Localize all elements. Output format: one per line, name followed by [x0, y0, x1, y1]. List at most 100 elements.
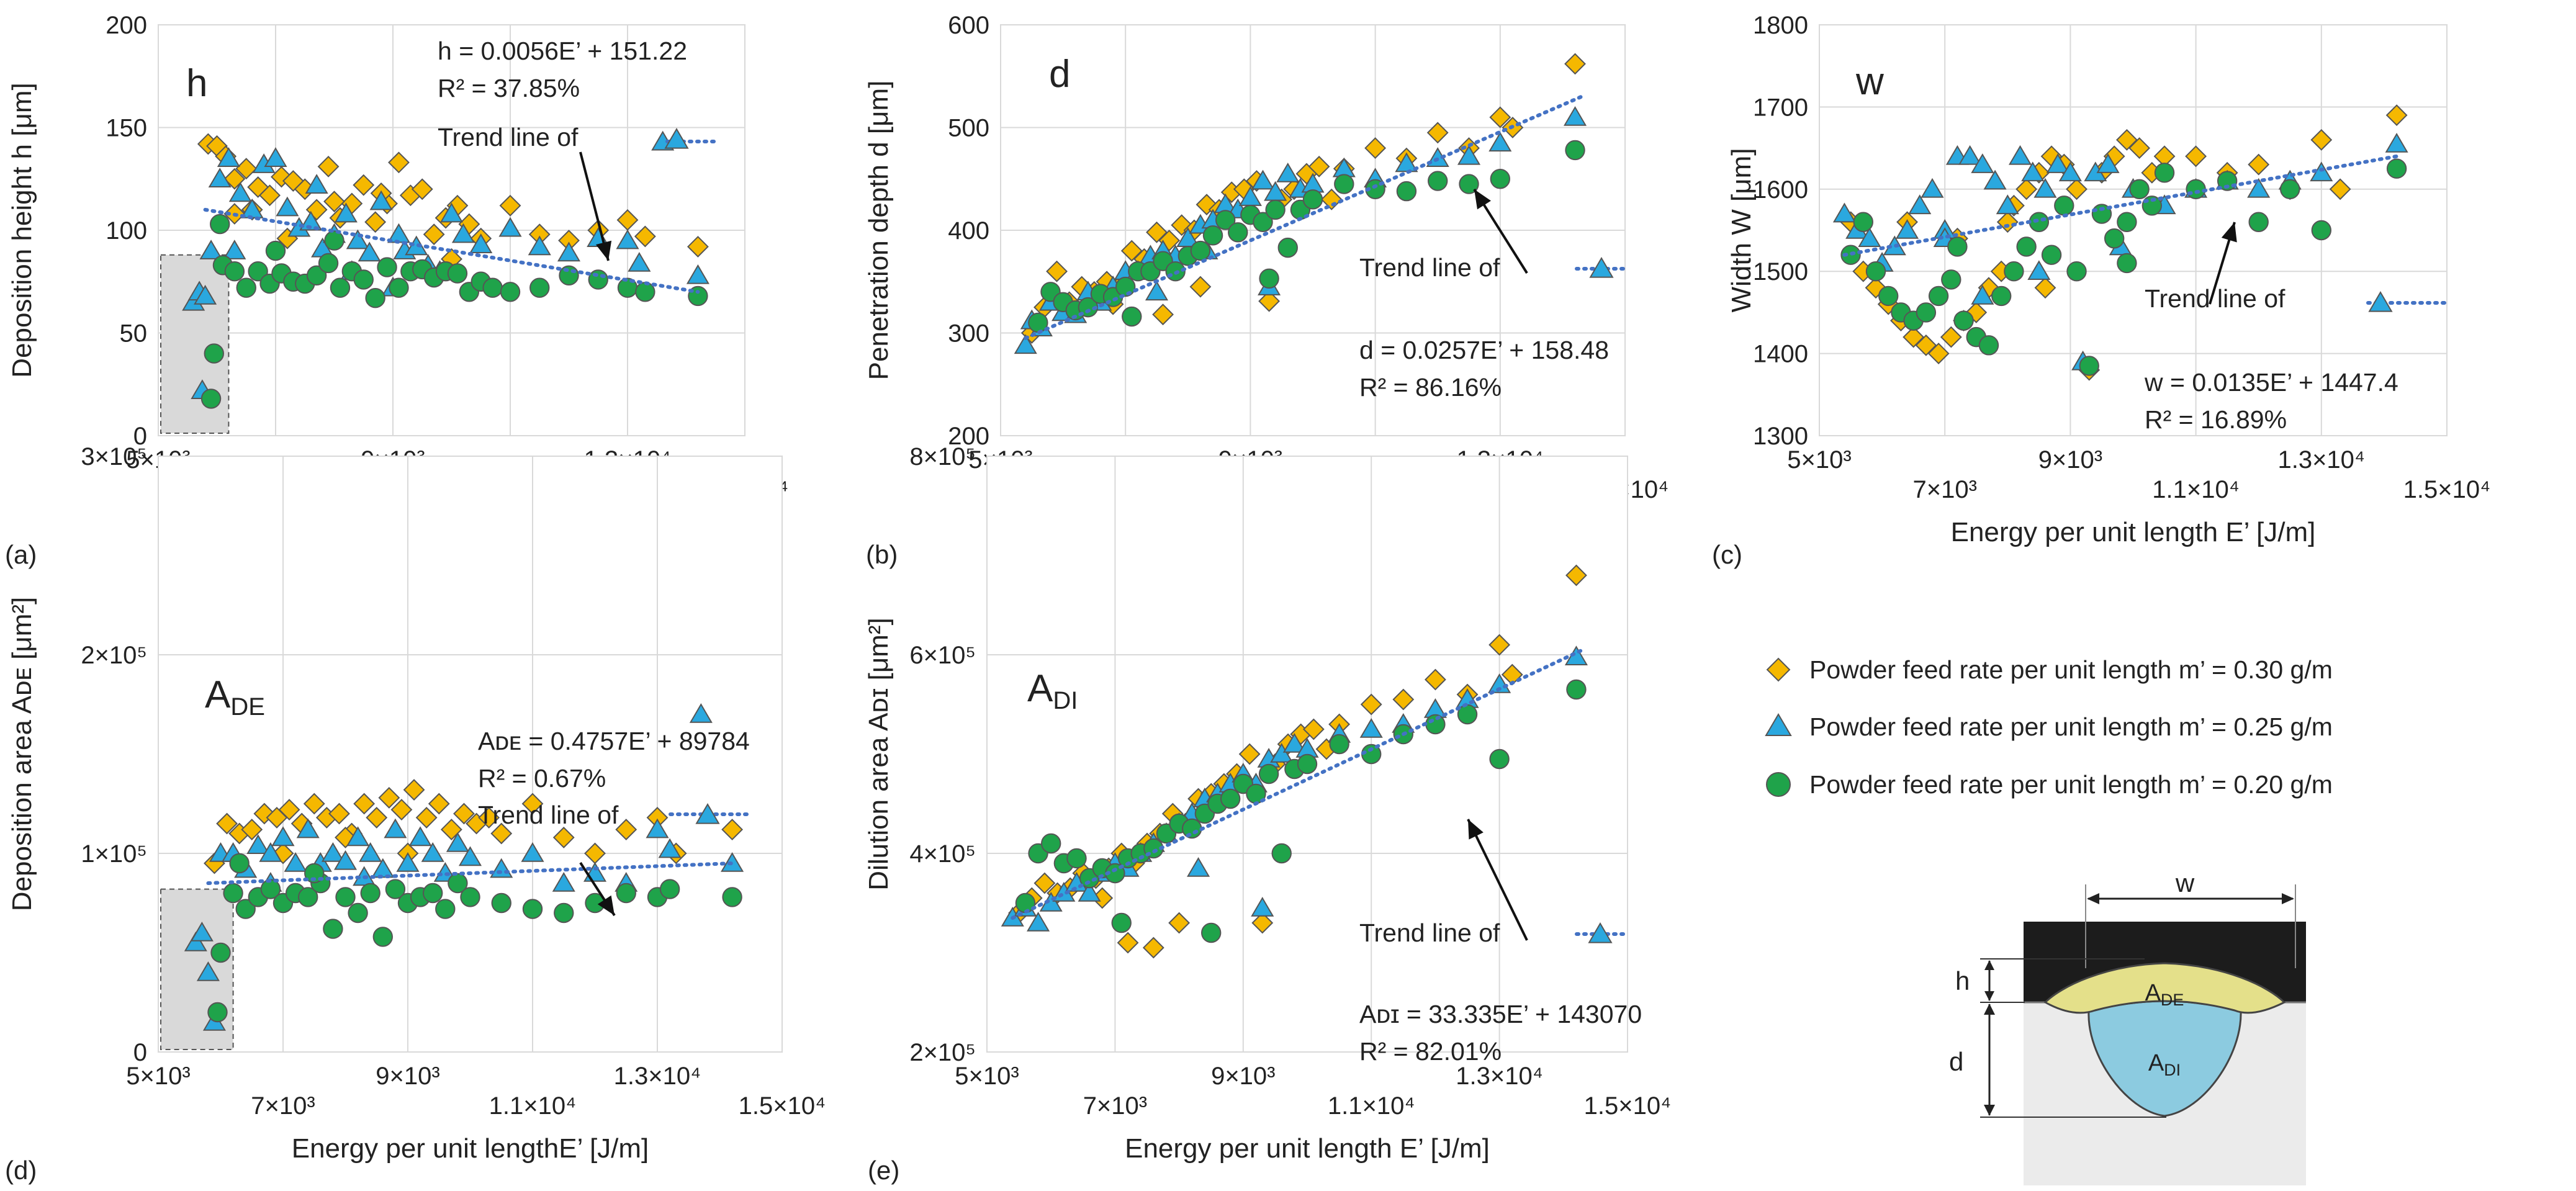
diamond-point	[323, 191, 345, 213]
panel-label: (d)	[5, 1156, 37, 1185]
x-tick-label: 7×10³	[1912, 476, 1976, 503]
arrowhead-icon	[597, 895, 615, 915]
circle-point	[360, 883, 381, 904]
chart-title-main: h	[186, 62, 207, 105]
circle-point	[200, 389, 222, 409]
circle-point	[2016, 236, 2037, 257]
h-arrowhead-bottom-icon	[1984, 991, 1994, 1001]
y-tick-label: 300	[948, 320, 989, 348]
y-tick-label: 500	[948, 115, 989, 142]
trend-label: Trend line of	[438, 123, 579, 151]
triangle-point	[196, 961, 220, 981]
triangle-point	[446, 832, 469, 852]
triangle-point	[1457, 145, 1481, 165]
legend-label-2: Powder feed rate per unit length m’ = 0.…	[1809, 770, 2333, 799]
y-tick-label: 100	[106, 217, 147, 245]
circle-point	[1190, 240, 1211, 261]
circle-point	[529, 277, 550, 298]
triangle-point	[689, 703, 713, 723]
diamond-point	[378, 786, 400, 809]
circle-point	[616, 883, 636, 904]
triangle-point	[228, 182, 252, 202]
arrowhead-icon	[2221, 222, 2237, 243]
y-tick-label: 2×10⁵	[909, 1039, 976, 1066]
circle-point	[1953, 310, 1974, 331]
diamond-point	[552, 826, 575, 848]
triangle-point	[2247, 178, 2271, 198]
diamond-point	[490, 822, 513, 845]
x-tick-label: 9×10³	[2038, 446, 2102, 474]
legend-entry-2: Powder feed rate per unit length m’ = 0.…	[1766, 770, 2333, 799]
circle-point	[1259, 268, 1279, 289]
equation-line-0: h = 0.0056E’ + 151.22	[438, 37, 687, 65]
y-axis-label: Dilution area Aᴅɪ [μm²]	[863, 618, 894, 890]
y-tick-label: 1500	[1753, 258, 1808, 285]
x-tick-label: 1.3×10⁴	[2277, 446, 2365, 474]
y-tick-label: 1400	[1753, 341, 1808, 368]
circle-point	[324, 230, 345, 251]
circle-point	[522, 899, 543, 919]
circle-point	[1329, 734, 1349, 755]
triangle-point	[223, 240, 246, 259]
diamond-point	[1168, 912, 1191, 934]
triangle-point	[1983, 169, 2007, 190]
x-tick-label: 1.5×10⁴	[1584, 1092, 1672, 1120]
triangle-point	[2058, 161, 2082, 182]
diamond-point	[2385, 104, 2408, 127]
x-tick-label: 5×10³	[1787, 446, 1851, 474]
diamond-point	[453, 802, 475, 825]
triangle-point	[321, 842, 345, 862]
panel-label: (b)	[866, 540, 898, 569]
ade-label-main: A	[2145, 980, 2161, 1006]
y-axis-label: Width W [μm]	[1726, 148, 1757, 313]
circle-point	[335, 887, 356, 907]
circle-point	[435, 899, 456, 919]
diamond-point	[1238, 743, 1261, 765]
y-tick-label: 200	[106, 12, 147, 39]
circle-point	[210, 942, 231, 963]
triangle-point	[1251, 169, 1275, 190]
equation-line-1: R² = 37.85%	[438, 74, 580, 102]
circle-point	[1302, 189, 1323, 210]
triangle-point	[2027, 260, 2051, 280]
x-axis-label: Energy per unit lengthE’ [J/m]	[292, 1133, 649, 1164]
triangle-point	[1276, 162, 1300, 182]
x-tick-label: 1.5×10⁴	[2403, 476, 2491, 503]
diamond-point	[388, 151, 410, 174]
trend-label: Trend line of	[1359, 253, 1500, 282]
triangle-point	[451, 223, 475, 243]
triangle-point	[498, 217, 522, 237]
circle-point	[1228, 222, 1248, 243]
deposition-region	[2043, 962, 2286, 1014]
diamond-point	[303, 793, 325, 815]
circle-point	[1947, 236, 1968, 257]
diamond-point	[1915, 334, 1937, 356]
x-tick-label: 1.5×10⁴	[739, 1092, 826, 1120]
triangle-point	[557, 241, 581, 262]
triangle-point	[346, 229, 369, 249]
y-tick-label: 1800	[1753, 12, 1808, 39]
arrowhead-icon	[595, 240, 612, 261]
chart-title: w	[1855, 60, 1884, 103]
circle-point	[1978, 335, 1999, 356]
circle-point	[659, 879, 680, 899]
adi-label-main: A	[2148, 1050, 2164, 1076]
equation-line-1: R² = 82.01%	[1359, 1037, 1502, 1066]
circle-point	[1115, 276, 1136, 297]
x-tick-label: 1.1×10⁴	[489, 1092, 577, 1120]
diamond-point	[428, 793, 450, 815]
y-tick-label: 400	[948, 217, 989, 245]
triangle-point	[616, 229, 639, 249]
chart-title: ADE	[205, 673, 265, 721]
triangle-point	[1971, 284, 1994, 305]
circle-point	[2129, 179, 2150, 199]
diamond-point	[411, 178, 433, 200]
diamond-point	[1189, 276, 1212, 298]
series-2	[207, 853, 742, 1023]
trend-line	[1024, 94, 1583, 340]
circle-marker-icon	[1766, 772, 1791, 797]
circle-point	[1991, 285, 2012, 307]
circle-point	[1566, 679, 1587, 700]
diamond-point	[499, 194, 521, 217]
diamond-point	[1426, 122, 1449, 144]
